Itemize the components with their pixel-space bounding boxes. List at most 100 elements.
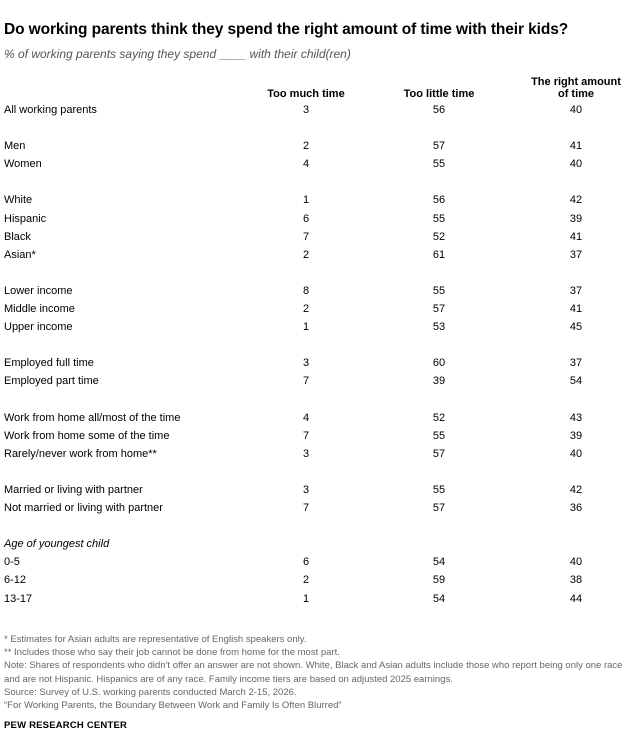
- value-too-much-time: 7: [302, 230, 310, 243]
- table-row: White 1 56 42: [0, 191, 640, 209]
- spacer-cell: [0, 463, 640, 481]
- footnote-line: * Estimates for Asian adults are represe…: [4, 634, 307, 645]
- value-too-much-time: 1: [302, 592, 310, 605]
- value-too-little-time: 57: [432, 303, 446, 316]
- value-too-much-time: 2: [302, 248, 310, 261]
- table-row: Middle income 2 57 41: [0, 300, 640, 318]
- table-row: 0-5 6 54 40: [0, 553, 640, 571]
- value-too-much-time: 6: [302, 556, 310, 569]
- value-right-amount-of-time: 41: [569, 230, 583, 243]
- spacer-row: [0, 119, 640, 137]
- value-too-little-time: 56: [432, 104, 446, 116]
- row-label: Work from home all/most of the time: [4, 411, 181, 424]
- chart-subtitle: % of working parents saying they spend _…: [4, 47, 351, 61]
- brand-name: PEW RESEARCH CENTER: [4, 720, 128, 731]
- footnotes: * Estimates for Asian adults are represe…: [4, 633, 634, 712]
- table-row: Rarely/never work from home** 3 57 40: [0, 445, 640, 463]
- table-row: Men 2 57 41: [0, 137, 640, 155]
- table-row: Work from home some of the time 7 55 39: [0, 427, 640, 445]
- value-too-little-time: 52: [432, 411, 446, 424]
- value-too-little-time: 57: [432, 140, 446, 153]
- row-label: Asian*: [4, 248, 36, 261]
- value-too-much-time: 1: [302, 194, 310, 207]
- value-right-amount-of-time: 38: [569, 574, 583, 587]
- group-heading-label: Age of youngest child: [4, 538, 110, 551]
- table-row: Asian* 2 61 37: [0, 246, 640, 264]
- footnote-line: Source: Survey of U.S. working parents c…: [4, 686, 297, 698]
- value-too-little-time: 55: [432, 483, 446, 496]
- value-right-amount-of-time: 40: [569, 447, 583, 460]
- value-too-little-time: 55: [432, 212, 446, 225]
- row-label: 13-17: [4, 592, 33, 605]
- row-label: Employed full time: [4, 357, 94, 370]
- header-label-column: [0, 76, 246, 101]
- table-row: All working parents 3 56 40: [0, 101, 640, 119]
- table-row: Hispanic 6 55 39: [0, 210, 640, 228]
- value-right-amount-of-time: 41: [569, 140, 583, 153]
- table-row: Employed full time 3 60 37: [0, 354, 640, 372]
- footnote-line: Note: Shares of respondents who didn't o…: [4, 660, 623, 685]
- value-too-much-time: 3: [302, 104, 310, 116]
- value-too-little-time: 54: [432, 556, 446, 569]
- row-label: Rarely/never work from home**: [4, 447, 157, 460]
- value-too-much-time: 7: [302, 429, 310, 442]
- value-right-amount-of-time: 39: [569, 429, 583, 442]
- row-label: Work from home some of the time: [4, 429, 170, 442]
- table-row: Upper income 1 53 45: [0, 318, 640, 336]
- value-too-much-time: 3: [302, 483, 310, 496]
- column-header-too-little-time: Too little time: [366, 76, 512, 101]
- header-row: Too much time Too little time The right …: [0, 76, 640, 101]
- value-too-little-time: 53: [432, 321, 446, 334]
- value-right-amount-of-time: 37: [569, 357, 583, 370]
- data-table: Too much time Too little time The right …: [0, 76, 640, 608]
- table-row: Not married or living with partner 7 57 36: [0, 499, 640, 517]
- spacer-cell: [0, 264, 640, 282]
- value-too-little-time: 55: [432, 429, 446, 442]
- value-too-much-time: 1: [302, 321, 310, 334]
- value-right-amount-of-time: 36: [569, 502, 583, 515]
- value-right-amount-of-time: 41: [569, 303, 583, 316]
- value-too-little-time: 39: [432, 375, 446, 388]
- table-row: Married or living with partner 3 55 42: [0, 481, 640, 499]
- column-header-too-much-time: Too much time: [246, 76, 366, 101]
- chart-title: Do working parents think they spend the …: [4, 21, 569, 38]
- value-right-amount-of-time: 40: [569, 104, 583, 116]
- value-too-little-time: 55: [432, 284, 446, 297]
- value-too-much-time: 7: [302, 502, 310, 515]
- row-label: All working parents: [4, 104, 97, 116]
- footnote-line: “For Working Parents, the Boundary Betwe…: [4, 700, 342, 712]
- row-label: Not married or living with partner: [4, 502, 163, 515]
- spacer-cell: [0, 119, 640, 137]
- column-header-line: of time: [557, 88, 595, 100]
- value-too-little-time: 56: [432, 194, 446, 207]
- value-too-little-time: 54: [432, 592, 446, 605]
- value-right-amount-of-time: 39: [569, 212, 583, 225]
- value-too-much-time: 3: [302, 357, 310, 370]
- footnote-line: ** Includes those who say their job cann…: [4, 647, 340, 659]
- value-too-little-time: 57: [432, 447, 446, 460]
- row-label: Middle income: [4, 303, 75, 316]
- row-label: Men: [4, 140, 26, 153]
- value-right-amount-of-time: 40: [569, 556, 583, 569]
- table-body: All working parents 3 56 40 Men 2 57 41 Women 4 55…: [0, 101, 640, 608]
- row-label: White: [4, 194, 33, 207]
- row-label: Black: [4, 230, 31, 243]
- value-too-much-time: 8: [302, 284, 310, 297]
- value-right-amount-of-time: 37: [569, 284, 583, 297]
- value-too-much-time: 2: [302, 303, 310, 316]
- value-right-amount-of-time: 40: [569, 158, 583, 171]
- table-row: Women 4 55 40: [0, 155, 640, 173]
- spacer-row: [0, 391, 640, 409]
- spacer-cell: [0, 517, 640, 535]
- value-right-amount-of-time: 42: [569, 483, 583, 496]
- row-label: 0-5: [4, 556, 20, 569]
- table-row: 13-17 1 54 44: [0, 590, 640, 608]
- row-label: Women: [4, 158, 42, 171]
- group-heading-row: Age of youngest child: [0, 535, 640, 553]
- row-label: Lower income: [4, 284, 73, 297]
- value-right-amount-of-time: 42: [569, 194, 583, 207]
- table-row: Employed part time 7 39 54: [0, 372, 640, 390]
- value-too-much-time: 7: [302, 375, 310, 388]
- column-header-line: Too little time: [403, 88, 475, 100]
- table-row: Work from home all/most of the time 4 52 43: [0, 409, 640, 427]
